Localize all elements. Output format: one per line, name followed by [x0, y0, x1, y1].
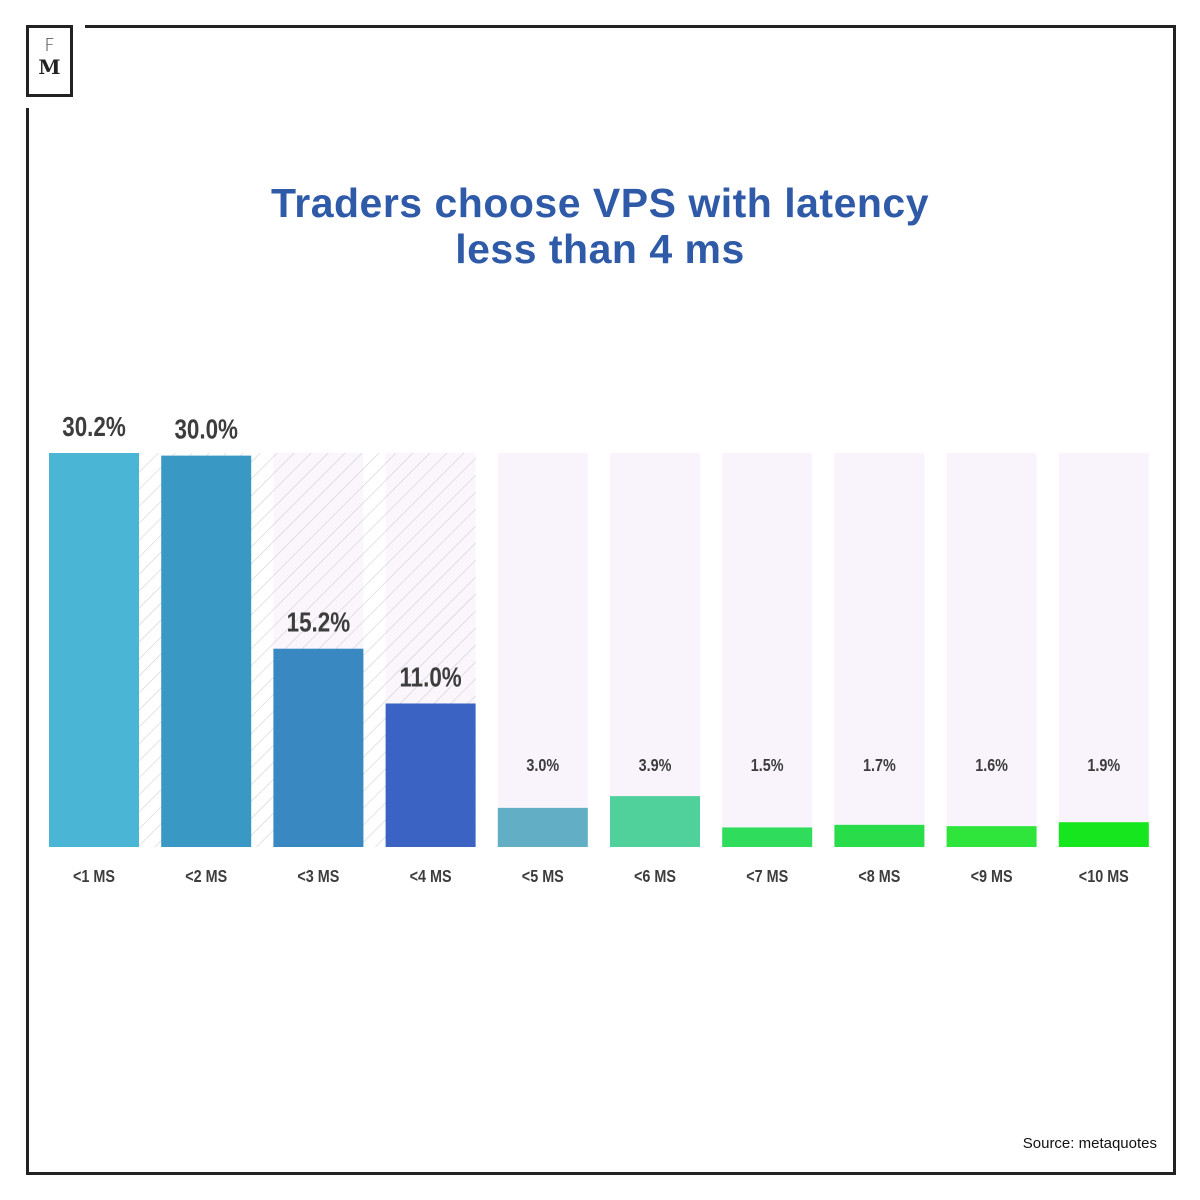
frame-border-left: [26, 108, 29, 1175]
bar: [497, 807, 588, 847]
data-label: 3.0%: [526, 756, 559, 776]
bar-track: [1058, 453, 1149, 847]
x-tick-label: <1 MS: [73, 867, 115, 887]
data-label: 1.6%: [975, 756, 1008, 776]
bar: [385, 703, 476, 847]
bar-track: [946, 453, 1037, 847]
chart-title-line-2: less than 4 ms: [455, 226, 745, 272]
x-tick-label: <3 MS: [297, 867, 339, 887]
bar: [1058, 822, 1149, 847]
data-label: 3.9%: [639, 756, 672, 776]
data-label: 1.5%: [751, 756, 784, 776]
data-label: 30.0%: [174, 414, 237, 445]
x-tick-label: <5 MS: [522, 867, 564, 887]
bar: [834, 824, 925, 847]
data-label: 30.2%: [62, 412, 125, 443]
bar-track: [610, 453, 700, 847]
bar-track: [497, 453, 588, 847]
x-tick-label: <10 MS: [1079, 867, 1129, 887]
data-label: 1.9%: [1087, 756, 1120, 776]
logo-letter-f: F: [44, 35, 55, 56]
x-tick-label: <6 MS: [634, 867, 676, 887]
bar: [946, 826, 1037, 847]
chart-title: Traders choose VPS with latency less tha…: [0, 180, 1200, 272]
bar-track: [834, 453, 925, 847]
frame-border-top: [85, 25, 1176, 28]
x-tick-label: <2 MS: [185, 867, 227, 887]
bar: [49, 453, 139, 847]
logo-letter-m: M: [38, 55, 61, 79]
fm-logo: F M: [26, 25, 73, 97]
chart-title-line-1: Traders choose VPS with latency: [270, 180, 930, 226]
frame-border-bottom: [26, 1172, 1176, 1175]
x-tick-label: <7 MS: [746, 867, 788, 887]
x-tick-label: <4 MS: [410, 867, 452, 887]
x-tick-label: <8 MS: [858, 867, 900, 887]
bar: [610, 796, 700, 847]
bar: [273, 648, 364, 847]
bar: [161, 455, 252, 847]
bar-track: [722, 453, 813, 847]
data-label: 11.0%: [399, 662, 461, 693]
x-tick-label: <9 MS: [971, 867, 1013, 887]
data-label: 1.7%: [863, 756, 896, 776]
frame-border-right: [1173, 25, 1176, 1175]
data-label: 15.2%: [287, 607, 350, 638]
source-note: Source: metaquotes: [1022, 1135, 1157, 1152]
bar: [722, 827, 813, 847]
